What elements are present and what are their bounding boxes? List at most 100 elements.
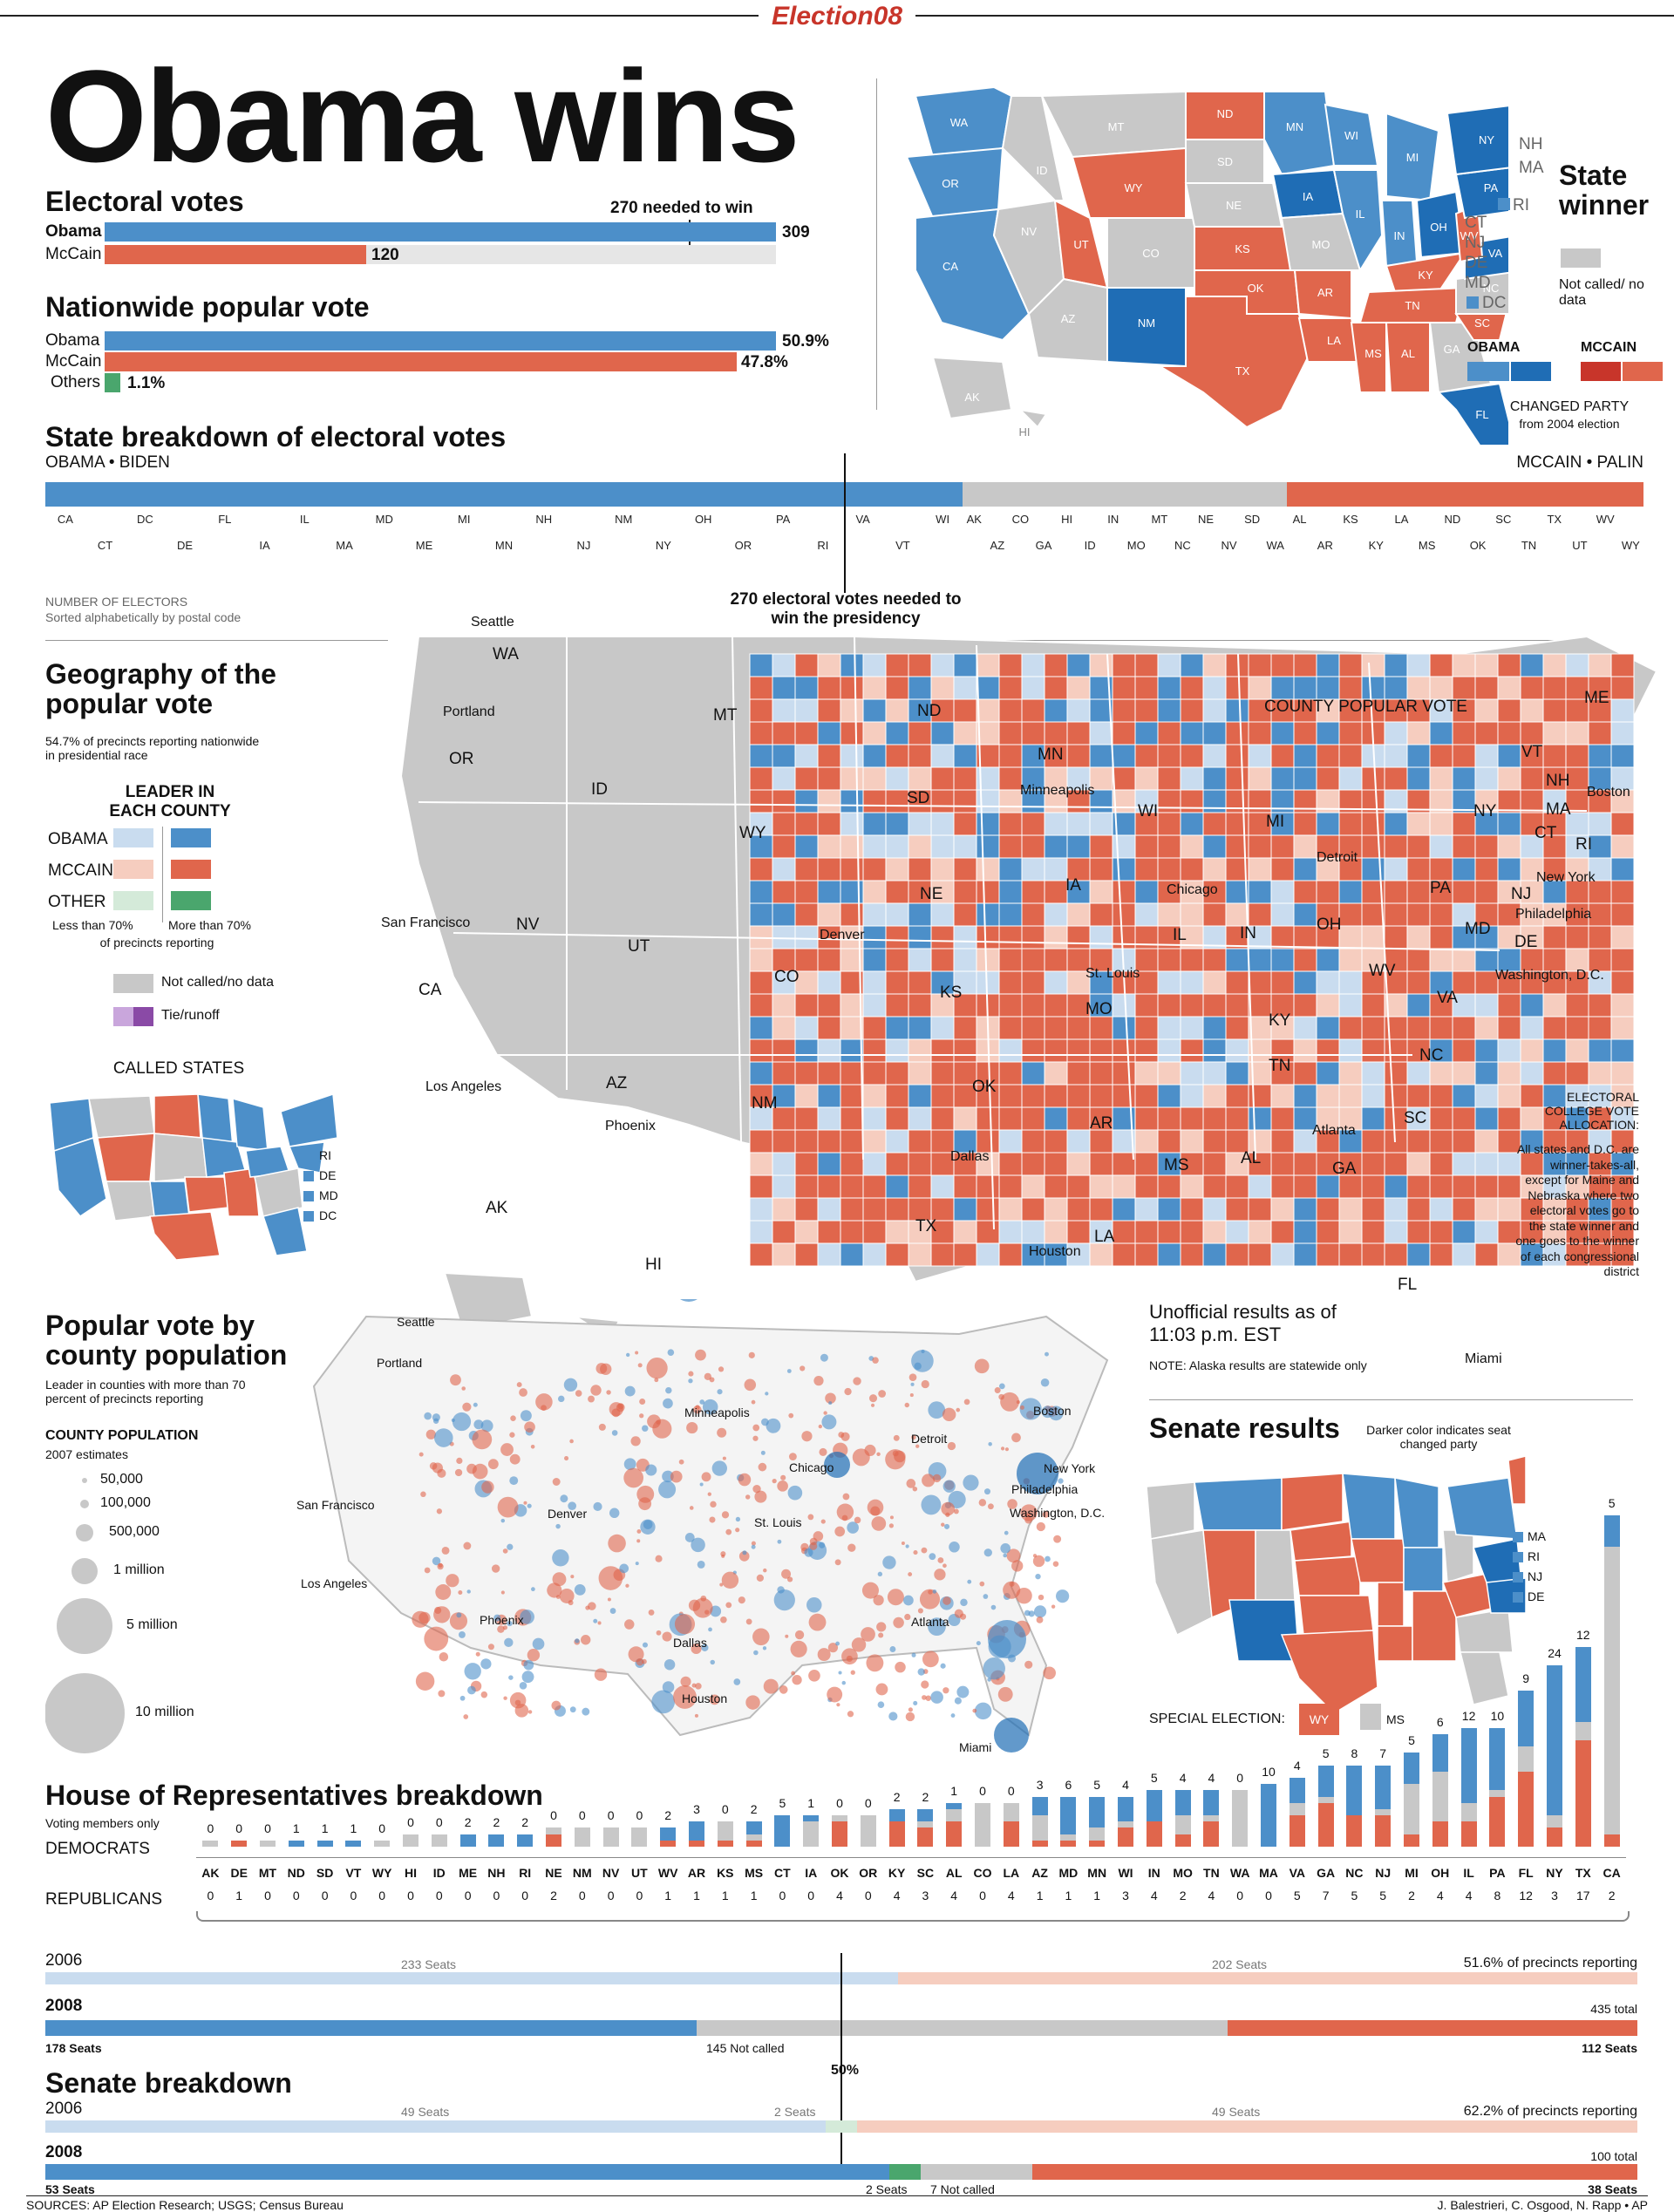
house-rep-count: 4 (1436, 1889, 1444, 1902)
ev-mccain-label: McCain (45, 245, 102, 263)
county-cell (1542, 744, 1567, 768)
county-cell (817, 948, 841, 972)
state-label-mn: MN (1038, 745, 1064, 764)
county-cell (1202, 1084, 1227, 1108)
county-pop-vote-label: COUNTY POPULAR VOTE (1264, 698, 1467, 716)
county-bubble (625, 1583, 629, 1588)
county-cell (749, 857, 773, 881)
county-cell (1202, 744, 1227, 768)
cs-dc: DC (319, 1208, 337, 1222)
county-cell (862, 789, 887, 813)
county-cell (817, 1152, 841, 1176)
county-bubble (800, 1365, 806, 1371)
county-cell (1089, 834, 1113, 859)
county-cell (817, 1129, 841, 1154)
county-cell (817, 857, 841, 881)
county-cell (1384, 970, 1408, 995)
county-cell (1429, 676, 1453, 700)
county-cell (1316, 880, 1340, 904)
county-cell (1270, 902, 1295, 927)
house-seg (1289, 1778, 1305, 1803)
bar-segment (857, 2120, 1637, 2133)
county-cell (885, 925, 909, 949)
house-col-ca (1603, 1515, 1620, 1847)
county-cell (930, 902, 955, 927)
size-5m: 5 million (126, 1617, 178, 1632)
house-dem-count: 0 (550, 1808, 557, 1823)
county-bubble (1053, 1535, 1062, 1543)
county-bubble (452, 1412, 472, 1432)
county-cell (1452, 902, 1476, 927)
house-seg (517, 1834, 534, 1847)
county-bubble (765, 1392, 769, 1396)
county-bubble (646, 1358, 668, 1379)
county-cell (1361, 1152, 1385, 1176)
house-seg (888, 1821, 905, 1847)
county-cell (1361, 902, 1385, 927)
county-cell (908, 1174, 932, 1199)
state-label-ma: MA (1546, 800, 1571, 819)
sb-rule-right (755, 640, 1554, 641)
sb-label-oh: OH (694, 513, 712, 526)
county-cell (1293, 1038, 1317, 1063)
county-bubble (820, 1353, 828, 1362)
county-cell (1610, 1152, 1635, 1176)
county-cell (1452, 1197, 1476, 1222)
county-cell (1293, 834, 1317, 859)
sw-label-ct: CT (1465, 214, 1487, 232)
county-cell (1066, 902, 1091, 927)
county-cell (930, 857, 955, 881)
county-cell (1293, 676, 1317, 700)
county-cell (1112, 1016, 1136, 1040)
county-cell (1089, 1174, 1113, 1199)
county-bubble (1036, 1521, 1045, 1532)
county-bubble (665, 1386, 672, 1394)
county-cell (1270, 857, 1295, 881)
state-label-ct: CT (1534, 824, 1557, 842)
county-bubble (942, 1596, 951, 1605)
county-cell (1429, 1084, 1453, 1108)
house-state-label: PA (1489, 1866, 1506, 1880)
county-bubble (472, 1463, 488, 1480)
county-bubble (530, 1444, 535, 1449)
county-cell (976, 902, 1000, 927)
county-cell (817, 1016, 841, 1040)
county-cell (1406, 744, 1431, 768)
sb-label-de: DE (177, 539, 194, 552)
county-bubble (662, 1631, 672, 1642)
county-bubble (841, 1680, 847, 1685)
house-seg (1174, 1815, 1191, 1834)
county-cell (817, 1197, 841, 1222)
county-cell (1452, 1038, 1476, 1063)
house-rep-count: 0 (321, 1889, 329, 1902)
county-cell (976, 1084, 1000, 1108)
county-cell (1361, 1197, 1385, 1222)
county-cell (1157, 1038, 1181, 1063)
not-called-swatch (1561, 248, 1601, 268)
county-bubble (588, 1602, 596, 1610)
county-cell (1293, 880, 1317, 904)
county-cell (1361, 766, 1385, 791)
senate-2006-rep: 49 Seats (1212, 2105, 1261, 2119)
obama-changed-swatch (1511, 362, 1551, 381)
house-state-label: MD (1058, 1866, 1079, 1880)
house-seg (403, 1834, 418, 1847)
house-col-pa (1489, 1727, 1506, 1847)
sb-label-fl: FL (218, 513, 232, 526)
county-cell (885, 1129, 909, 1154)
county-bubble (827, 1643, 839, 1653)
county-cell (1225, 970, 1249, 995)
house-seg (1003, 1802, 1019, 1822)
county-cell (908, 789, 932, 813)
sm-ma-swatch (1513, 1532, 1523, 1542)
county-cell (1180, 676, 1204, 700)
state-label-nv: NV (516, 915, 540, 934)
county-cell (817, 993, 841, 1018)
state-label-ia: IA (1065, 876, 1081, 895)
county-cell (1588, 698, 1612, 723)
county-cell (1293, 653, 1317, 677)
lg-obama-light (113, 828, 153, 847)
house-col-sd (316, 1840, 333, 1847)
county-cell (1044, 925, 1068, 949)
county-cell (1429, 970, 1453, 995)
